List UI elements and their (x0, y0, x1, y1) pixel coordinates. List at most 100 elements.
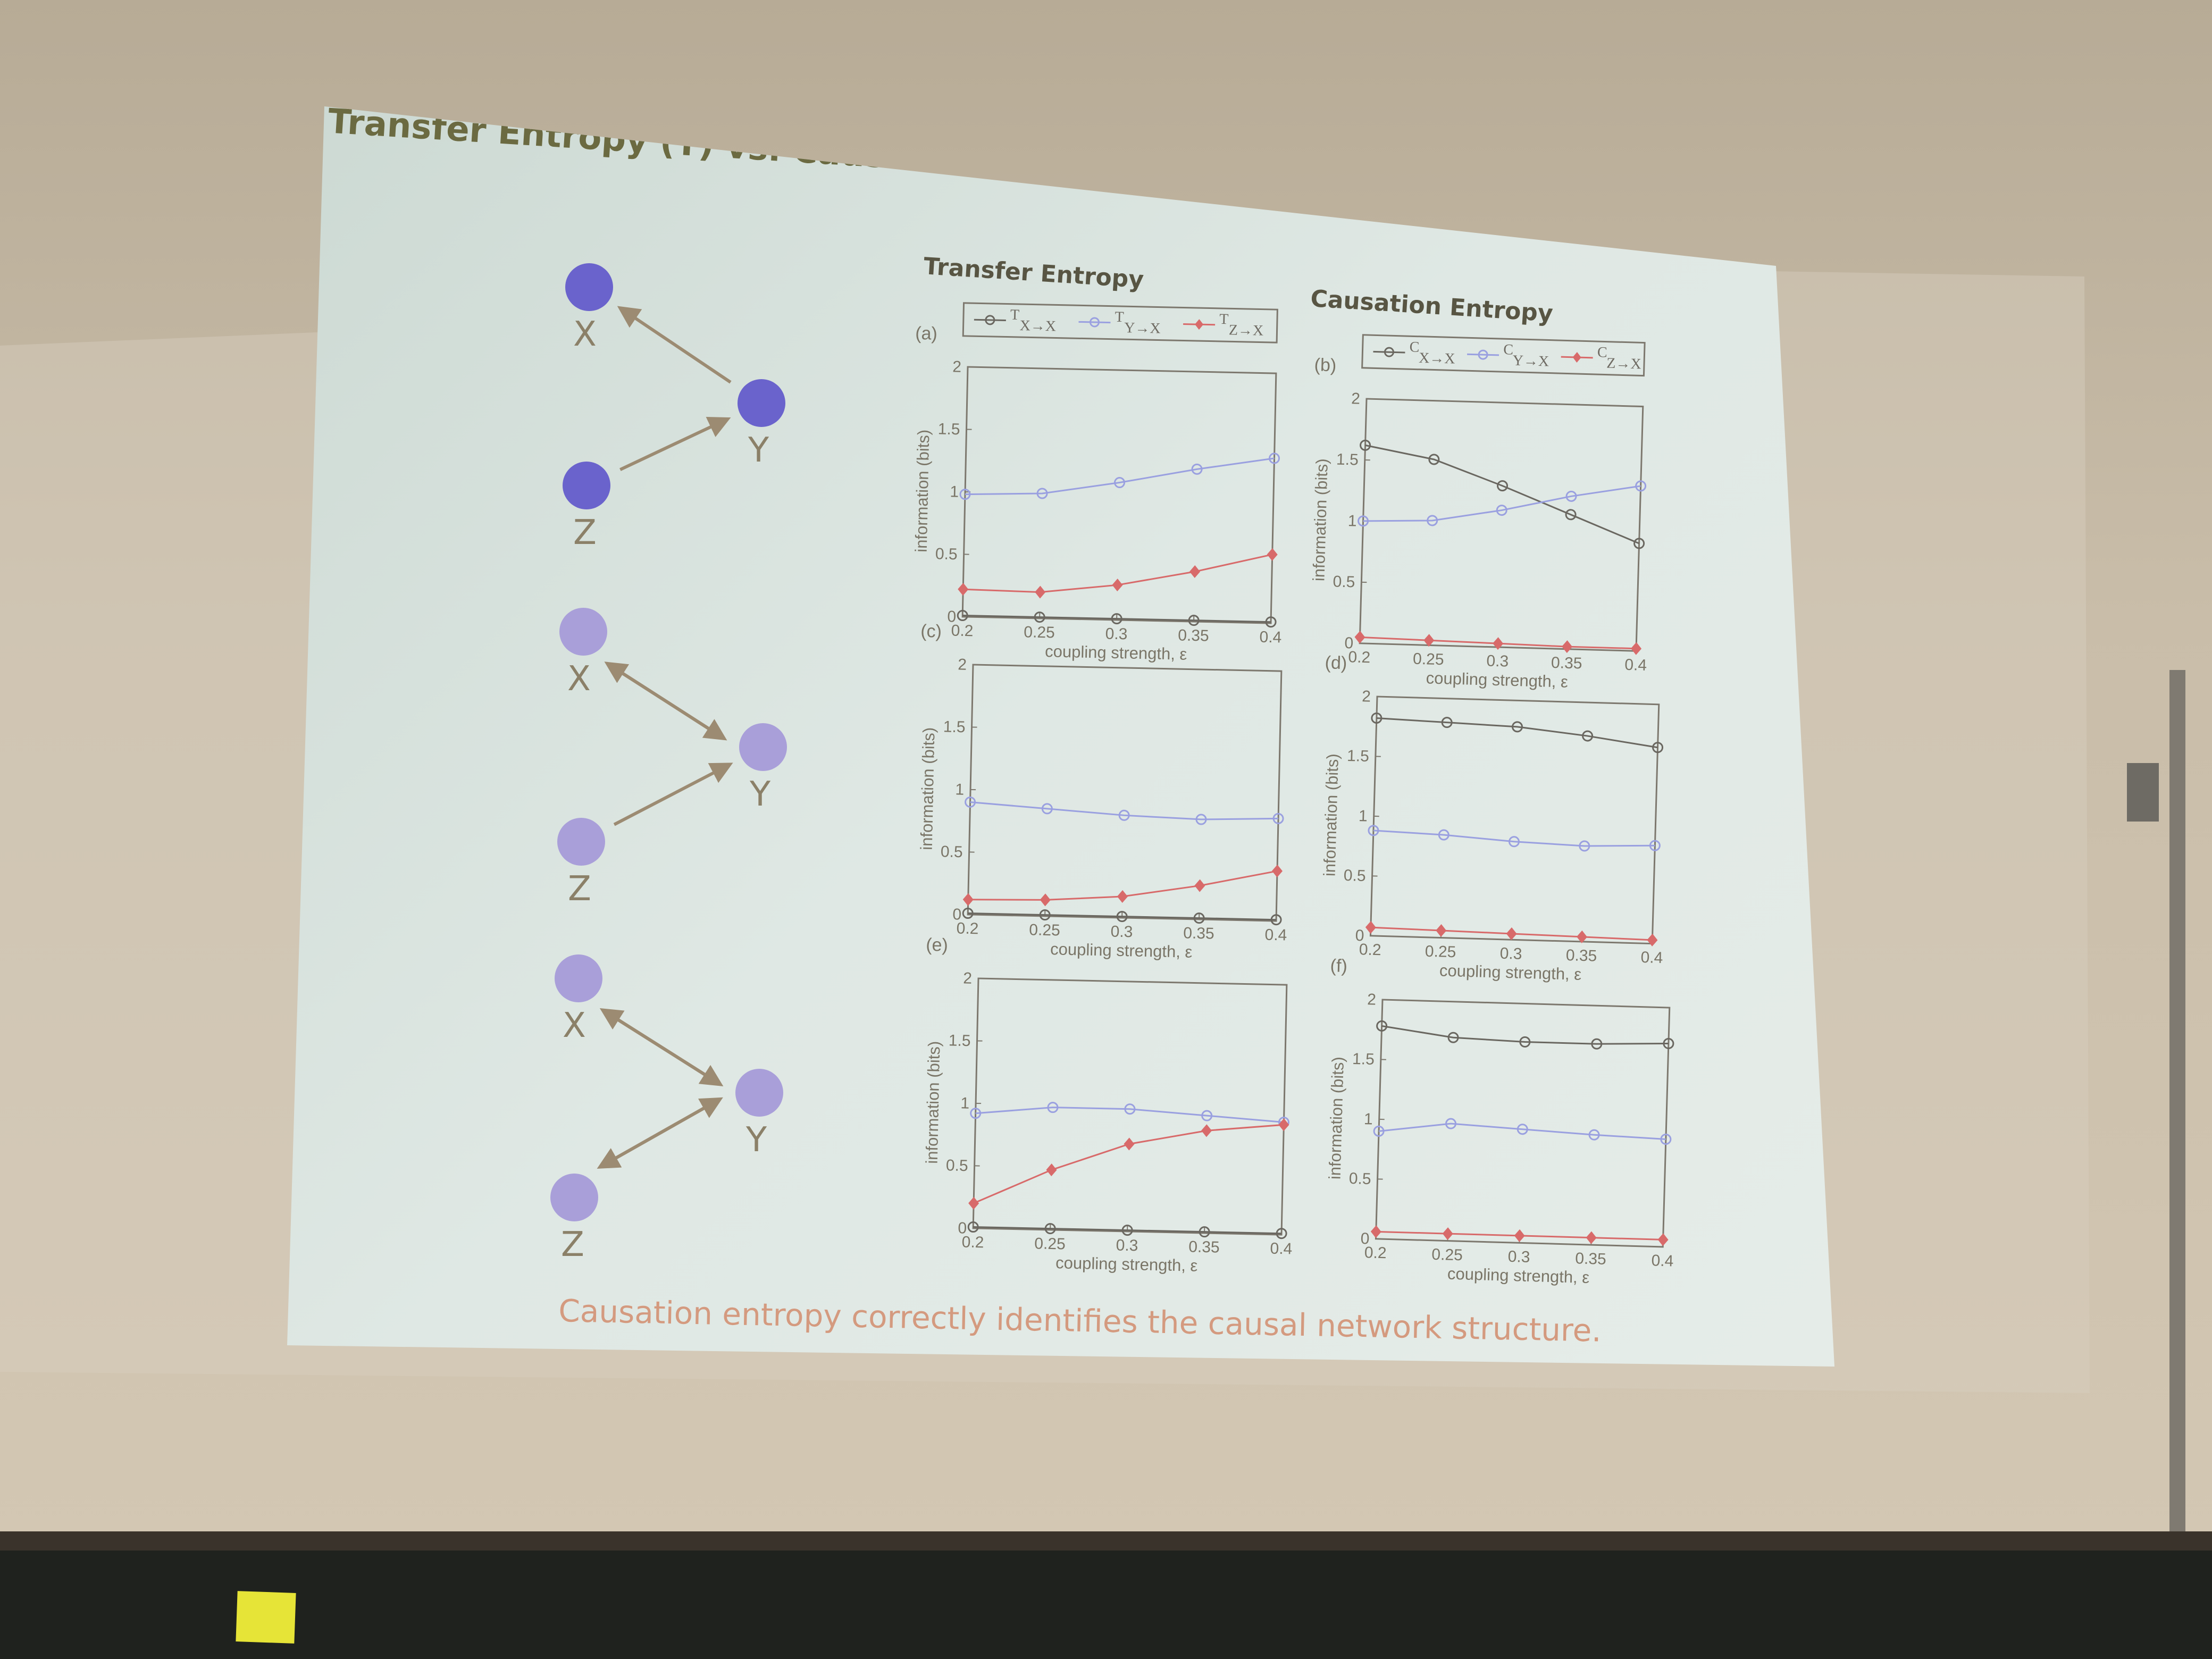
data-point-circle (1565, 490, 1577, 502)
data-point-circle (1047, 1102, 1059, 1113)
data-point-diamond (1046, 1163, 1057, 1177)
data-point-diamond (1423, 634, 1435, 647)
y-tick-label: 1.5 (1336, 450, 1359, 468)
panel-label: (a) (915, 323, 937, 344)
y-tick-label: 1.5 (948, 1032, 970, 1050)
x-tick-label: 0.4 (1259, 629, 1281, 647)
data-point-circle (1652, 742, 1664, 753)
x-tick-label: 0.2 (1348, 648, 1371, 666)
panel-label: (b) (1314, 355, 1337, 375)
x-tick-label: 0.35 (1183, 924, 1214, 942)
x-tick-label: 0.3 (1116, 1237, 1138, 1255)
x-tick-label: 0.25 (1034, 1235, 1066, 1253)
y-tick-label: 1 (955, 781, 964, 798)
series-line-2 (965, 457, 1275, 496)
y-tick-label: 2 (1362, 688, 1371, 705)
y-tick-label: 0.5 (1348, 1170, 1371, 1188)
x-axis-label: coupling strength, ε (1426, 668, 1568, 691)
data-point-circle (1270, 914, 1282, 926)
panel-label: (f) (1330, 956, 1347, 976)
door-handle (2127, 763, 2159, 822)
data-point-diamond (1267, 548, 1278, 561)
data-point-diamond (1278, 1118, 1289, 1132)
y-tick-label: 0.5 (941, 843, 963, 861)
data-point-circle (1373, 1125, 1385, 1137)
node-label-z: Z (573, 513, 597, 552)
data-point-diamond (1272, 865, 1283, 878)
series-line-1 (1381, 1025, 1669, 1045)
network-1: X Y Z (563, 263, 785, 552)
node-label-z: Z (568, 869, 591, 909)
legend-marker-circle (985, 315, 995, 325)
x-axis-label: coupling strength, ε (1439, 961, 1582, 983)
data-point-circle (1044, 1223, 1056, 1235)
data-point-diamond (1117, 890, 1128, 903)
node-z (557, 818, 605, 866)
x-tick-label: 0.3 (1105, 625, 1127, 643)
y-axis-label: information (bits) (912, 429, 933, 552)
data-point-circle (1118, 809, 1130, 821)
sticky-note (236, 1591, 296, 1644)
x-tick-label: 0.2 (961, 1233, 984, 1251)
data-point-circle (1633, 538, 1645, 549)
data-point-circle (1516, 1124, 1528, 1135)
edge-arrow-y-to-x (617, 306, 732, 384)
plot-frame (967, 664, 1283, 922)
data-point-circle (965, 796, 976, 808)
data-point-diamond (1365, 921, 1376, 934)
data-point-circle (1649, 840, 1661, 851)
x-tick-label: 0.3 (1110, 923, 1133, 941)
data-point-diamond (958, 583, 969, 596)
x-tick-label: 0.35 (1575, 1250, 1606, 1268)
chalk-ledge (0, 1531, 2212, 1551)
y-tick-label: 1.5 (1347, 747, 1370, 765)
plot-frame (972, 977, 1288, 1236)
x-axis-label: coupling strength, ε (1055, 1253, 1198, 1275)
column-title-causation: Causation Entropy (1310, 285, 1554, 328)
data-point-circle (970, 1108, 982, 1119)
data-point-circle (1360, 439, 1371, 451)
plot-frame (1369, 696, 1660, 945)
data-point-diamond (962, 893, 974, 906)
data-point-diamond (1189, 565, 1201, 579)
legend-box (962, 302, 1278, 343)
x-tick-label: 0.25 (1413, 650, 1444, 669)
y-axis-label: information (bits) (1320, 753, 1342, 877)
x-tick-label: 0.35 (1551, 654, 1582, 673)
chart-panel-5: (e) 0 0.5 1 1.5 2 0.2 0.25 0.3 0.35 0.4 coupling st… (923, 935, 1293, 1275)
data-point-diamond (1493, 637, 1504, 650)
blackboard (0, 1551, 2212, 1659)
chart-panel-4: (d) 0 0.5 1 1.5 2 0.2 0.25 0.3 0.35 0.4 coupling st… (1320, 652, 1664, 984)
x-tick-label: 0.35 (1565, 946, 1597, 965)
chart-panels: (a) 0 0.5 1 1.5 2 0.2 0.25 0.3 0.35 0.4 coupling st… (912, 302, 1674, 1287)
node-label-z: Z (561, 1225, 584, 1264)
y-tick-label: 2 (958, 656, 967, 673)
data-point-diamond (1647, 933, 1658, 946)
data-point-diamond (1194, 879, 1205, 892)
x-axis-label: coupling strength, ε (1050, 940, 1193, 961)
x-tick-label: 0.25 (1024, 623, 1055, 641)
x-axis-label: coupling strength, ε (1045, 642, 1187, 664)
data-point-circle (1034, 611, 1045, 623)
data-point-circle (1124, 1103, 1136, 1115)
node-z (550, 1174, 598, 1221)
y-axis-label: information (bits) (923, 1041, 944, 1164)
data-point-diamond (1112, 579, 1123, 592)
data-point-diamond (1124, 1137, 1135, 1151)
series-line-2 (1378, 1122, 1666, 1140)
legend-entry: T (1219, 311, 1229, 328)
data-point-diamond (1035, 585, 1046, 599)
plot-frame (1359, 398, 1644, 652)
network-3: X Y Z (550, 954, 783, 1264)
data-point-diamond (1436, 924, 1447, 937)
node-y (735, 1069, 783, 1117)
y-tick-label: 0 (1355, 927, 1364, 944)
x-tick-label: 0.25 (1431, 1246, 1463, 1264)
data-point-circle (1371, 712, 1382, 724)
data-point-circle (1114, 477, 1126, 489)
node-label-x: X (573, 315, 597, 354)
column-title-transfer: Transfer Entropy (923, 253, 1144, 294)
edge-arrow-y-to-z (597, 1097, 721, 1169)
series-line-2 (1373, 830, 1655, 847)
legend-entry-subscript: Z→X (1606, 355, 1641, 373)
